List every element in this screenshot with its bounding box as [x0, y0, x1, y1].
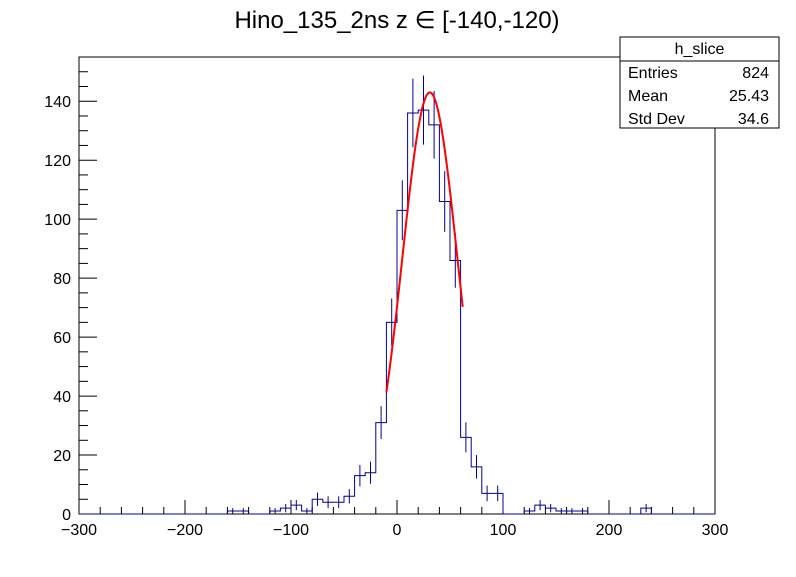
chart-title: Hino_135_2ns z ∈ [-140,-120)	[234, 7, 559, 34]
y-tick-label: 20	[53, 448, 71, 465]
x-tick-label: 100	[490, 522, 517, 539]
stats-entries-value: 824	[742, 65, 769, 82]
x-axis: −300 −200 −100 0 100 200 300	[61, 500, 728, 539]
x-tick-label: 0	[393, 522, 402, 539]
stats-mean-value: 25.43	[729, 88, 769, 105]
histogram-bin	[429, 125, 440, 514]
x-tick-label: 200	[596, 522, 623, 539]
histogram-bin	[439, 201, 450, 514]
y-tick-label: 120	[44, 153, 71, 170]
y-tick-label: 140	[44, 94, 71, 111]
stats-mean-label: Mean	[628, 88, 668, 105]
gaussian-fit-curve	[385, 91, 464, 393]
stats-box-title: h_slice	[675, 41, 725, 58]
x-tick-label: −300	[61, 522, 97, 539]
y-axis: 0 20 40 60 80 100 120 140	[44, 56, 97, 524]
stats-entries-label: Entries	[628, 65, 678, 82]
y-tick-label: 40	[53, 389, 71, 406]
stats-stddev-value: 34.6	[738, 111, 769, 128]
stats-box: h_slice Entries 824 Mean 25.43 Std Dev 3…	[619, 36, 780, 129]
y-tick-label: 80	[53, 271, 71, 288]
stats-stddev-label: Std Dev	[628, 111, 685, 128]
y-tick-label: 60	[53, 330, 71, 347]
x-tick-label: −200	[167, 522, 203, 539]
x-tick-label: −100	[273, 522, 309, 539]
histogram-bin	[408, 113, 419, 514]
histogram-bin	[418, 110, 429, 514]
y-tick-label: 0	[62, 507, 71, 524]
y-tick-label: 100	[44, 212, 71, 229]
stats-box-frame	[619, 36, 780, 129]
x-tick-label: 300	[702, 522, 729, 539]
histogram-bin	[450, 260, 461, 514]
